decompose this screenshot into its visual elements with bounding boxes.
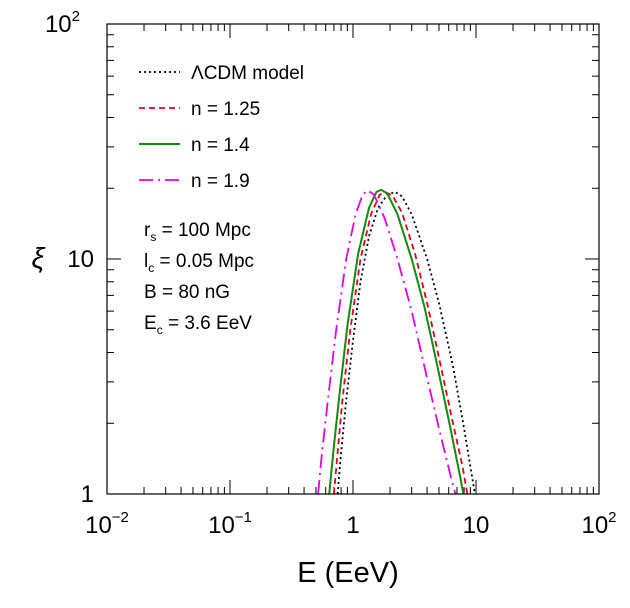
y-tick-labels: 1 10 102 — [45, 8, 94, 508]
y-tick-label: 10 — [67, 246, 94, 273]
x-tick-label: 10−2 — [85, 509, 129, 539]
parameter-annotation: Ec = 3.6 EeV — [144, 313, 252, 337]
series-line--cdm-model — [336, 191, 476, 495]
tick-marks — [106, 24, 599, 495]
legend: ΛCDM model n = 1.25 n = 1.4 n = 1.9 — [139, 63, 304, 192]
legend-label: ΛCDM model — [191, 63, 304, 84]
y-tick-label: 1 — [81, 481, 94, 508]
series-line-n-1-9 — [317, 189, 457, 495]
parameter-annotation: lc = 0.05 Mpc — [144, 251, 254, 275]
y-axis-title: ξ — [32, 243, 47, 275]
x-tick-label: 10−1 — [208, 509, 252, 539]
series-line-n-1-4 — [328, 188, 465, 495]
y-tick-label: 102 — [45, 8, 80, 38]
legend-label: n = 1.25 — [191, 99, 260, 120]
legend-label: n = 1.4 — [191, 135, 250, 156]
series-line-n-1-25 — [333, 191, 469, 495]
parameter-annotations: rs = 100 Mpc lc = 0.05 Mpc B = 80 nG Ec = 3… — [144, 220, 254, 337]
series-lines — [317, 188, 476, 495]
plot-frame — [106, 23, 600, 495]
x-axis-title: E (EeV) — [297, 557, 399, 589]
x-tick-labels: 10−2 10−1 1 10 102 — [85, 509, 616, 539]
x-tick-label: 10 — [463, 512, 490, 539]
parameter-annotation: B = 80 nG — [144, 282, 230, 303]
x-tick-label: 102 — [581, 509, 616, 539]
x-tick-label: 1 — [346, 512, 359, 539]
parameter-annotation: rs = 100 Mpc — [144, 220, 251, 244]
legend-label: n = 1.9 — [191, 171, 250, 192]
